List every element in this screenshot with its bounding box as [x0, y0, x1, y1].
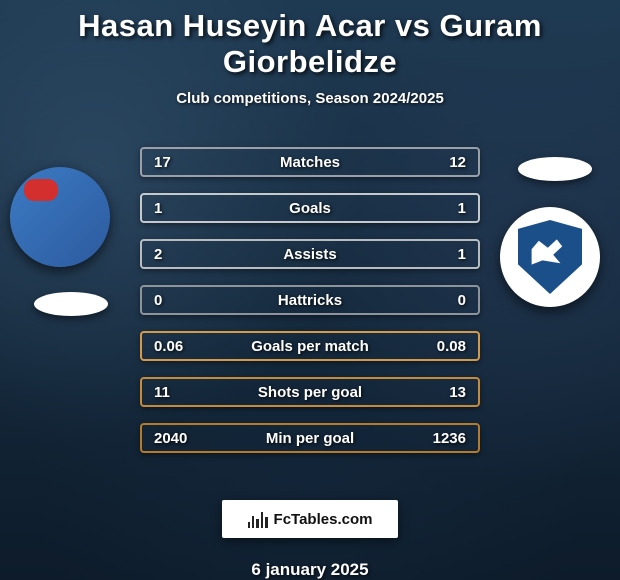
stat-value-right: 13 [422, 384, 466, 401]
stat-row: 11Shots per goal13 [140, 377, 480, 407]
source-badge[interactable]: FcTables.com [222, 500, 398, 538]
stat-row: 0.06Goals per match0.08 [140, 331, 480, 361]
stat-value-left: 0.06 [154, 338, 198, 355]
stat-label: Hattricks [198, 292, 422, 309]
stat-label: Matches [198, 154, 422, 171]
stat-value-right: 0.08 [422, 338, 466, 355]
stat-row: 2Assists1 [140, 239, 480, 269]
bars-icon [248, 510, 268, 528]
club-shield-icon [518, 220, 582, 294]
stat-value-left: 17 [154, 154, 198, 171]
content-root: Hasan Huseyin Acar vs Guram Giorbelidze … [0, 0, 620, 580]
stat-row: 17Matches12 [140, 147, 480, 177]
compare-area: 17Matches121Goals12Assists10Hattricks00.… [0, 137, 620, 160]
sponsor-badge-icon [24, 179, 58, 201]
stat-value-left: 2 [154, 246, 198, 263]
player-right-club-badge [500, 207, 600, 307]
player-left-avatar [10, 167, 110, 267]
stat-row: 0Hattricks0 [140, 285, 480, 315]
page-title: Hasan Huseyin Acar vs Guram Giorbelidze [0, 8, 620, 80]
stat-label: Goals per match [198, 338, 422, 355]
stat-value-right: 1 [422, 246, 466, 263]
player-left-shadow-ellipse [34, 292, 108, 316]
player-right-shadow-ellipse [518, 157, 592, 181]
stat-value-left: 1 [154, 200, 198, 217]
stat-value-left: 2040 [154, 430, 198, 447]
stat-value-right: 12 [422, 154, 466, 171]
stat-label: Min per goal [198, 430, 422, 447]
stat-label: Shots per goal [198, 384, 422, 401]
stat-value-right: 0 [422, 292, 466, 309]
stats-table: 17Matches121Goals12Assists10Hattricks00.… [140, 147, 480, 469]
stat-row: 2040Min per goal1236 [140, 423, 480, 453]
subtitle: Club competitions, Season 2024/2025 [176, 90, 444, 107]
date-label: 6 january 2025 [251, 560, 368, 580]
stat-value-left: 11 [154, 384, 198, 401]
stat-label: Goals [198, 200, 422, 217]
stat-value-right: 1236 [422, 430, 466, 447]
stat-label: Assists [198, 246, 422, 263]
stat-value-right: 1 [422, 200, 466, 217]
stat-row: 1Goals1 [140, 193, 480, 223]
stat-value-left: 0 [154, 292, 198, 309]
source-label: FcTables.com [274, 511, 373, 528]
